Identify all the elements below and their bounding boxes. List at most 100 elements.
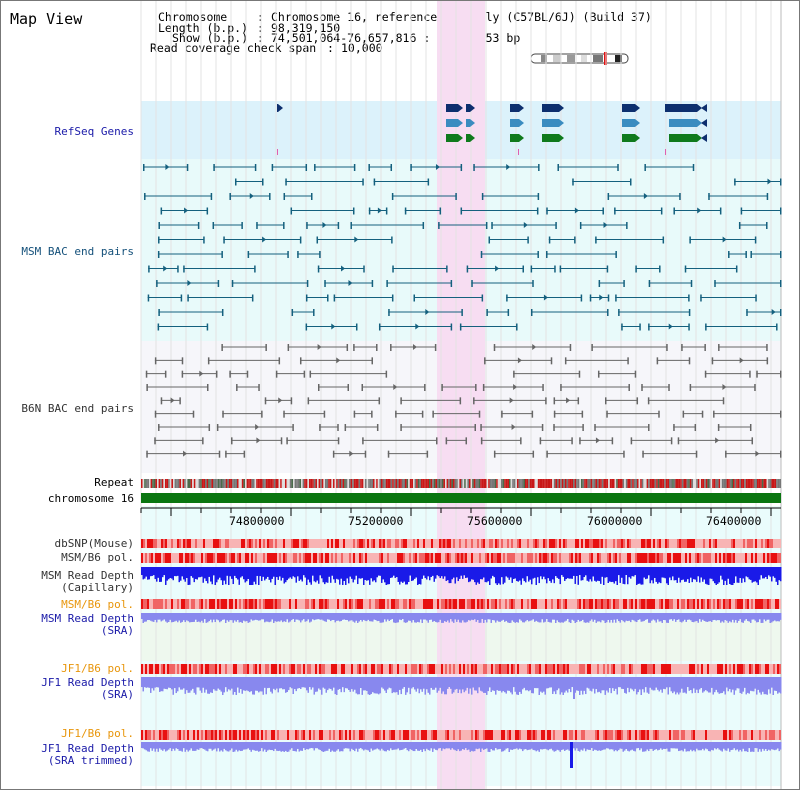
read-depth-bar: [712, 567, 714, 582]
read-depth-bar: [157, 613, 159, 620]
read-depth-bar: [223, 742, 225, 749]
polymorphism-heat: [507, 730, 509, 740]
read-depth-bar: [157, 742, 159, 752]
polymorphism-heat: [555, 539, 557, 548]
polymorphism-heat: [695, 539, 697, 548]
read-depth-bar: [679, 613, 681, 622]
polymorphism-heat: [703, 664, 705, 674]
polymorphism-heat: [231, 599, 233, 609]
polymorphism-heat: [399, 599, 401, 609]
read-depth-bar: [744, 567, 746, 583]
bac-end: [404, 207, 407, 215]
read-depth-bar: [385, 567, 387, 585]
polymorphism-heat: [255, 539, 257, 548]
polymorphism-heat: [193, 599, 195, 609]
read-depth-bar: [463, 742, 465, 750]
repeat-mark: [549, 479, 551, 488]
read-depth-bar: [742, 613, 744, 623]
repeat-mark: [766, 479, 769, 488]
polymorphism-heat: [591, 664, 593, 674]
polymorphism-heat: [685, 599, 687, 609]
repeat-mark: [521, 479, 524, 488]
read-depth-bar: [673, 613, 675, 620]
read-depth-bar: [285, 677, 287, 693]
read-depth-bar: [393, 742, 395, 750]
track-label-msm-b6-pol: MSM/B6 pol.: [61, 551, 134, 564]
bac-end: [378, 397, 381, 405]
read-depth-bar: [537, 613, 539, 622]
polymorphism-heat: [187, 553, 189, 563]
read-depth-bar: [685, 613, 687, 622]
bac-end: [353, 164, 356, 171]
polymorphism-heat: [431, 664, 433, 674]
read-depth-bar: [568, 677, 570, 689]
polymorphism-heat: [177, 730, 179, 740]
read-depth-bar: [343, 677, 345, 693]
repeat-mark: [269, 479, 271, 488]
read-depth-bar: [396, 677, 398, 693]
polymorphism-heat: [657, 599, 659, 609]
polymorphism-heat: [377, 539, 379, 548]
repeat-mark: [670, 479, 673, 488]
polymorphism-heat: [165, 553, 167, 563]
read-depth-bar: [150, 567, 152, 577]
read-depth-bar: [681, 742, 683, 751]
read-depth-bar: [433, 613, 435, 622]
polymorphism-heat: [273, 730, 275, 740]
read-depth-bar: [480, 742, 482, 752]
repeat-mark: [737, 479, 740, 488]
polymorphism-heat: [181, 599, 183, 609]
polymorphism-heat: [653, 539, 655, 548]
polymorphism-heat: [177, 664, 179, 674]
polymorphism-heat: [153, 539, 155, 548]
polymorphism-heat: [189, 730, 191, 740]
polymorphism-heat: [395, 599, 397, 609]
read-depth-bar: [273, 677, 275, 689]
polymorphism-heat: [453, 599, 455, 609]
gene-exon: [510, 119, 519, 127]
read-depth-bar: [751, 613, 753, 620]
read-depth-bar: [310, 677, 312, 690]
bac-end: [346, 344, 349, 351]
polymorphism-heat: [587, 664, 589, 674]
read-depth-bar: [399, 742, 401, 751]
polymorphism-heat: [629, 539, 631, 548]
repeat-mark: [209, 479, 212, 488]
read-depth-bar: [621, 613, 623, 621]
read-depth-bar: [597, 567, 599, 581]
repeat-mark: [699, 479, 701, 488]
bac-end: [305, 294, 308, 302]
read-depth-bar: [517, 567, 519, 582]
read-depth-bar: [637, 742, 639, 749]
read-depth-bar: [612, 567, 614, 582]
bac-end: [371, 410, 373, 418]
polymorphism-heat: [579, 664, 581, 674]
read-depth-bar: [142, 613, 144, 623]
polymorphism-heat: [733, 553, 735, 563]
read-depth-bar: [454, 742, 456, 751]
read-depth-bar: [244, 677, 246, 691]
polymorphism-heat: [355, 664, 357, 674]
read-depth-bar: [556, 613, 558, 621]
polymorphism-heat: [617, 599, 619, 609]
polymorphism-heat: [467, 553, 469, 563]
read-depth-bar: [334, 567, 336, 583]
read-depth-bar: [235, 613, 237, 622]
read-depth-bar: [532, 613, 534, 620]
polymorphism-heat: [401, 730, 403, 740]
read-depth-bar: [321, 613, 323, 620]
polymorphism-heat: [587, 599, 589, 609]
polymorphism-heat: [143, 599, 145, 609]
polymorphism-heat: [691, 664, 693, 674]
read-depth-bar: [303, 567, 305, 576]
read-depth-bar: [625, 567, 627, 576]
polymorphism-heat: [289, 599, 291, 609]
polymorphism-heat: [249, 599, 251, 609]
read-depth-bar: [318, 677, 320, 689]
bac-end: [591, 344, 593, 351]
read-depth-bar: [418, 567, 420, 585]
repeat-mark: [510, 479, 513, 488]
read-depth-bar: [762, 567, 764, 579]
